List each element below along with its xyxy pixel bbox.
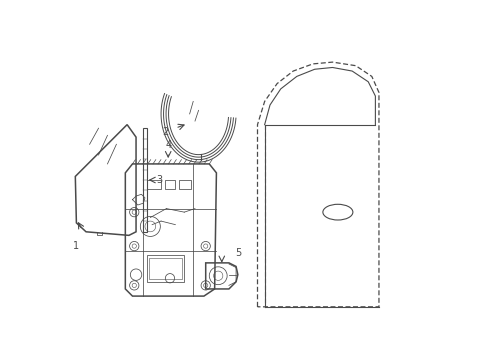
Bar xyxy=(147,180,161,189)
Bar xyxy=(149,257,182,279)
Bar xyxy=(147,255,184,282)
Bar xyxy=(165,180,175,189)
Text: 2: 2 xyxy=(162,127,168,137)
Text: 3: 3 xyxy=(157,175,163,185)
Text: 4: 4 xyxy=(165,140,172,150)
Text: 1: 1 xyxy=(74,241,79,251)
Text: 5: 5 xyxy=(235,248,241,258)
Bar xyxy=(179,180,192,189)
